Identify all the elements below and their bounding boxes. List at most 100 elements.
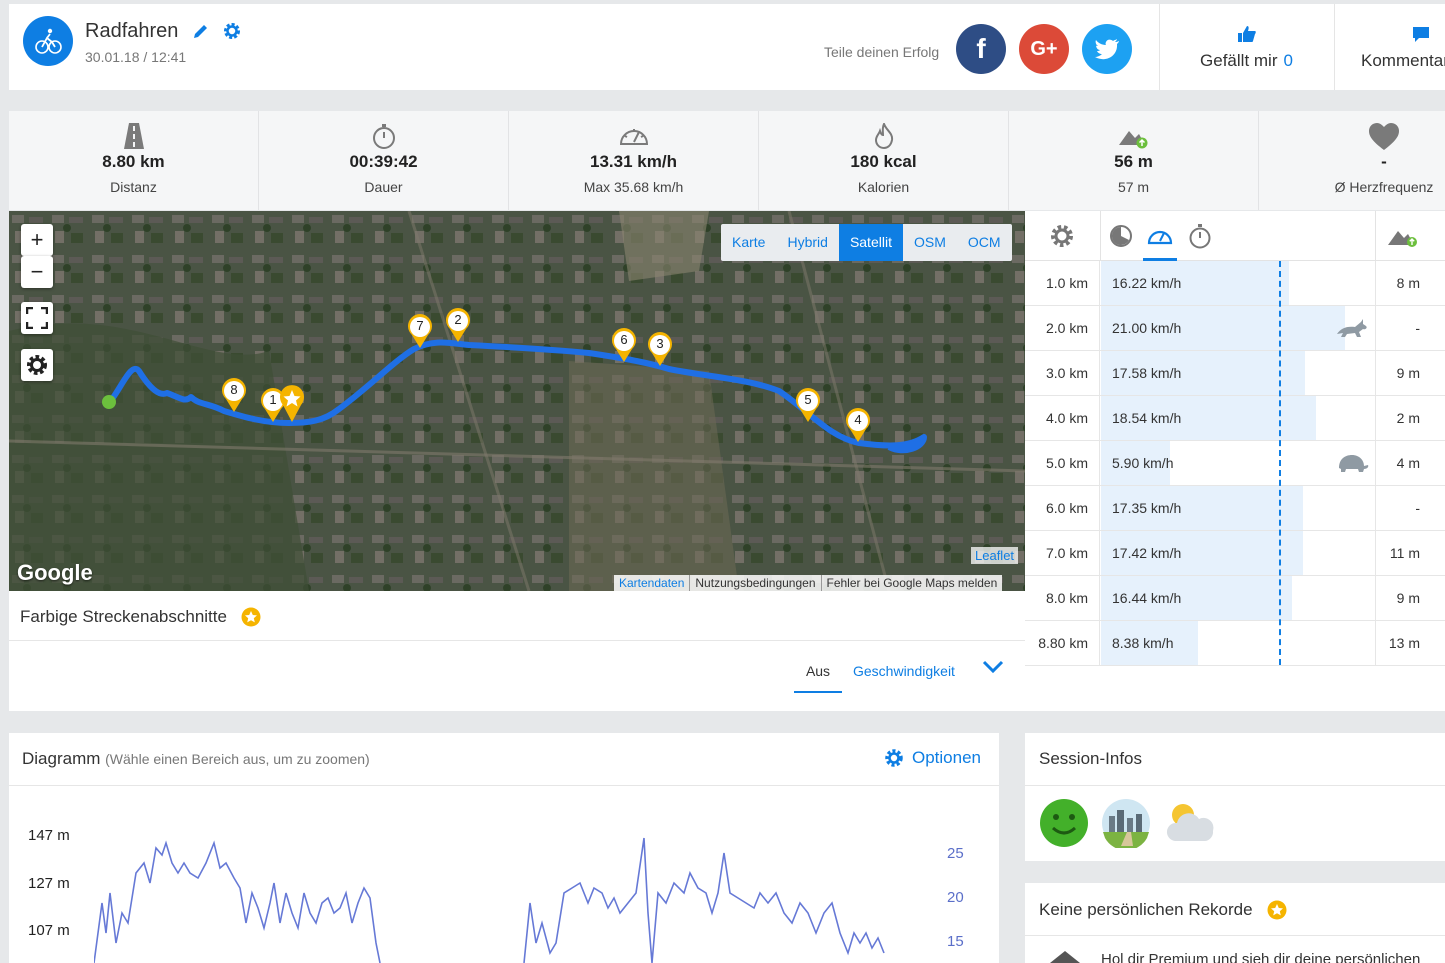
favorite-star-marker[interactable]	[279, 385, 305, 428]
zoom-out-button[interactable]: −	[21, 256, 53, 288]
google-plus-share-button[interactable]: G+	[1019, 24, 1069, 74]
zoom-in-button[interactable]: +	[21, 224, 53, 256]
gear-icon[interactable]	[1049, 223, 1075, 249]
terms-link[interactable]: Nutzungsbedingungen	[689, 575, 820, 591]
thumbs-up-icon	[1238, 26, 1256, 42]
options-label: Optionen	[912, 748, 981, 767]
stat-value: 56 m	[1114, 152, 1153, 171]
map-type-switcher: Karte Hybrid Satellit OSM OCM	[721, 224, 1012, 261]
split-row[interactable]: 2.0 km 21.00 km/h -	[1025, 306, 1445, 351]
split-distance: 1.0 km	[1025, 261, 1100, 306]
gear-icon[interactable]	[222, 21, 242, 46]
map-type-osm[interactable]: OSM	[913, 234, 946, 250]
map-type-hybrid[interactable]: Hybrid	[787, 234, 828, 250]
stat-label: Ø Herzfrequenz	[1334, 179, 1434, 195]
km-marker[interactable]: 5	[794, 387, 822, 428]
split-distance: 4.0 km	[1025, 396, 1100, 441]
divider	[1025, 785, 1445, 786]
stopwatch-icon[interactable]	[1188, 223, 1212, 249]
split-row[interactable]: 1.0 km 16.22 km/h 8 m	[1025, 261, 1445, 306]
heart-icon	[1369, 123, 1399, 150]
session-info-title: Session-Infos	[1039, 749, 1142, 768]
split-row[interactable]: 6.0 km 17.35 km/h -	[1025, 486, 1445, 531]
personal-records-panel: Keine persönlichen Rekorde Hol dir Premi…	[1025, 883, 1445, 963]
split-row[interactable]: 8.0 km 16.44 km/h 9 m	[1025, 576, 1445, 621]
stat-value: 13.31 km/h	[590, 152, 677, 171]
stat-duration: 00:39:42 Dauer	[259, 111, 509, 210]
km-marker[interactable]: 7	[406, 313, 434, 354]
y-tick-right: 25	[947, 845, 964, 862]
stat-value: -	[1381, 152, 1387, 171]
segment-option-off[interactable]: Aus	[794, 663, 842, 693]
facebook-share-button[interactable]: f	[956, 24, 1006, 74]
km-marker[interactable]: 2	[444, 307, 472, 348]
map-type-ocm[interactable]: OCM	[967, 234, 1001, 250]
split-speed-bar	[1101, 306, 1345, 350]
activity-header: Radfahren 30.01.18 / 12:41 Teile deinen …	[9, 4, 1445, 90]
speedometer-icon[interactable]	[1147, 225, 1173, 245]
split-distance: 8.80 km	[1025, 621, 1100, 666]
stat-label: Distanz	[110, 179, 157, 195]
split-distance: 6.0 km	[1025, 486, 1100, 531]
speed-line[interactable]	[94, 833, 894, 963]
records-title: Keine persönlichen Rekorde	[1039, 900, 1253, 919]
diagram-hint: (Wähle einen Bereich aus, um zu zoomen)	[105, 751, 370, 767]
split-row[interactable]: 3.0 km 17.58 km/h 9 m	[1025, 351, 1445, 396]
like-count: 0	[1283, 51, 1293, 70]
y-tick-left: 127 m	[28, 875, 70, 892]
session-info-panel: Session-Infos	[1025, 733, 1445, 861]
like-button[interactable]: Gefällt mir 0	[1159, 4, 1334, 90]
split-speed: 21.00 km/h	[1112, 320, 1182, 336]
stats-bar: 8.80 km Distanz 00:39:42 Dauer 13.31 km/…	[9, 111, 1445, 210]
segment-option-speed[interactable]: Geschwindigkeit	[853, 663, 955, 679]
split-elevation: 9 m	[1375, 351, 1430, 396]
comments-button[interactable]: Kommentare	[1361, 51, 1445, 70]
split-elevation: 9 m	[1375, 576, 1430, 621]
twitter-share-button[interactable]	[1082, 24, 1132, 74]
km-marker[interactable]: 6	[610, 327, 638, 368]
split-speed-bar	[1101, 261, 1289, 305]
report-error-link[interactable]: Fehler bei Google Maps melden	[820, 575, 1003, 591]
split-row[interactable]: 8.80 km 8.38 km/h 13 m	[1025, 621, 1445, 666]
stat-speed: 13.31 km/h Max 35.68 km/h	[509, 111, 759, 210]
y-tick-right: 15	[947, 933, 964, 950]
stat-elevation: 56 m 57 m	[1009, 111, 1259, 210]
split-row[interactable]: 4.0 km 18.54 km/h 2 m	[1025, 396, 1445, 441]
turtle-icon	[1335, 453, 1369, 478]
chevron-down-icon[interactable]	[982, 660, 1004, 679]
pencil-icon[interactable]	[192, 22, 210, 45]
km-marker[interactable]: 3	[646, 331, 674, 372]
y-tick-right: 20	[947, 889, 964, 906]
map-type-karte[interactable]: Karte	[732, 234, 766, 250]
km-marker[interactable]: 4	[844, 407, 872, 448]
split-row[interactable]: 5.0 km 5.90 km/h 4 m	[1025, 441, 1445, 486]
map-data-link[interactable]: Kartendaten	[619, 576, 685, 590]
options-button[interactable]: Optionen	[884, 748, 981, 768]
fullscreen-icon	[26, 307, 48, 329]
km-marker[interactable]: 8	[220, 377, 248, 418]
cycling-icon	[23, 16, 73, 66]
km-marker[interactable]: 1	[259, 387, 287, 428]
split-elevation: 2 m	[1375, 396, 1430, 441]
fullscreen-button[interactable]	[21, 302, 53, 334]
split-row[interactable]: 7.0 km 17.42 km/h 11 m	[1025, 531, 1445, 576]
map-type-satellit[interactable]: Satellit	[838, 224, 903, 261]
happy-face-icon	[1040, 799, 1088, 847]
map-settings-button[interactable]	[21, 349, 53, 381]
diagram-title: Diagramm	[22, 749, 101, 768]
elevation-icon[interactable]	[1387, 225, 1419, 247]
twitter-icon	[1095, 39, 1119, 60]
split-elevation: 13 m	[1375, 621, 1430, 666]
split-elevation: -	[1375, 486, 1430, 531]
stat-value: 180 kcal	[850, 152, 917, 171]
pace-icon[interactable]	[1109, 224, 1133, 248]
split-distance: 2.0 km	[1025, 306, 1100, 351]
stat-value: 8.80 km	[102, 152, 165, 171]
y-tick-left: 107 m	[28, 922, 70, 939]
split-speed: 5.90 km/h	[1112, 455, 1174, 471]
stat-value: 00:39:42	[349, 152, 418, 171]
split-elevation: 8 m	[1375, 261, 1430, 306]
split-speed: 8.38 km/h	[1112, 635, 1174, 651]
leaflet-link[interactable]: Leaflet	[971, 547, 1019, 564]
route-map[interactable]: + − Karte Hybrid Satellit OSM OCM 8 1 7 …	[9, 211, 1025, 591]
